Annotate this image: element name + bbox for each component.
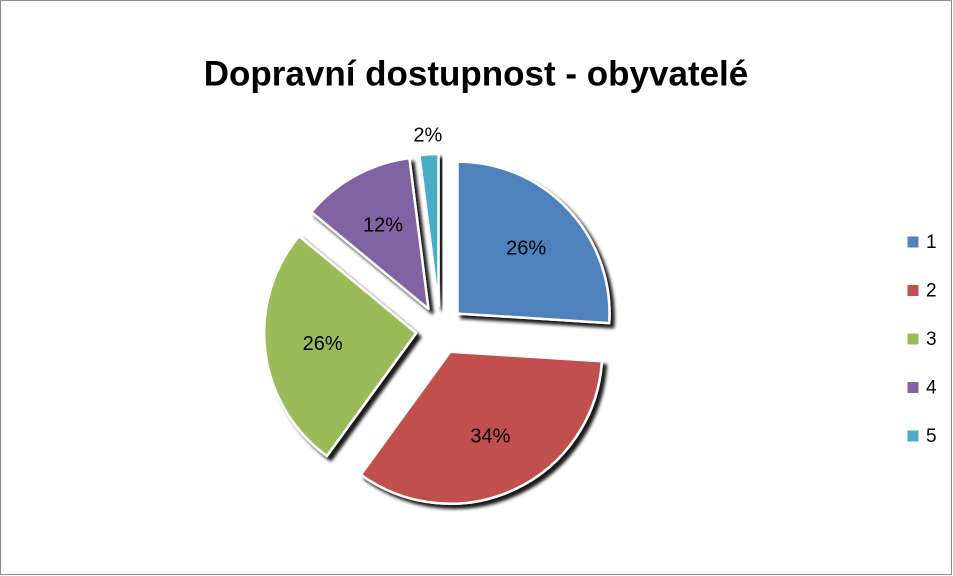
legend: 1 2 3 4 5 (906, 232, 937, 447)
data-label: 34% (470, 425, 510, 447)
data-label: 26% (506, 237, 546, 259)
legend-swatch (906, 284, 920, 297)
legend-label: 1 (926, 232, 937, 253)
legend-swatch (906, 235, 920, 249)
chart-title: Dopravní dostupnost - obyvatelé (204, 54, 749, 93)
legend-label: 5 (926, 426, 937, 447)
legend-swatch (906, 429, 920, 443)
data-label: 26% (303, 333, 343, 355)
pie-slice (262, 234, 418, 458)
pie-slice (310, 156, 430, 311)
legend-swatch (906, 332, 920, 346)
legend-label: 4 (926, 378, 937, 399)
pie-slice (456, 160, 611, 325)
legend-label: 2 (926, 281, 937, 302)
pie: 26% 34% 26% 12% 2% (262, 125, 611, 505)
data-label: 12% (363, 215, 403, 237)
legend-label: 3 (926, 329, 937, 350)
data-label: 2% (413, 125, 442, 147)
pie-slice (359, 350, 604, 505)
pie-slice (418, 152, 440, 308)
legend-swatch (906, 381, 920, 394)
